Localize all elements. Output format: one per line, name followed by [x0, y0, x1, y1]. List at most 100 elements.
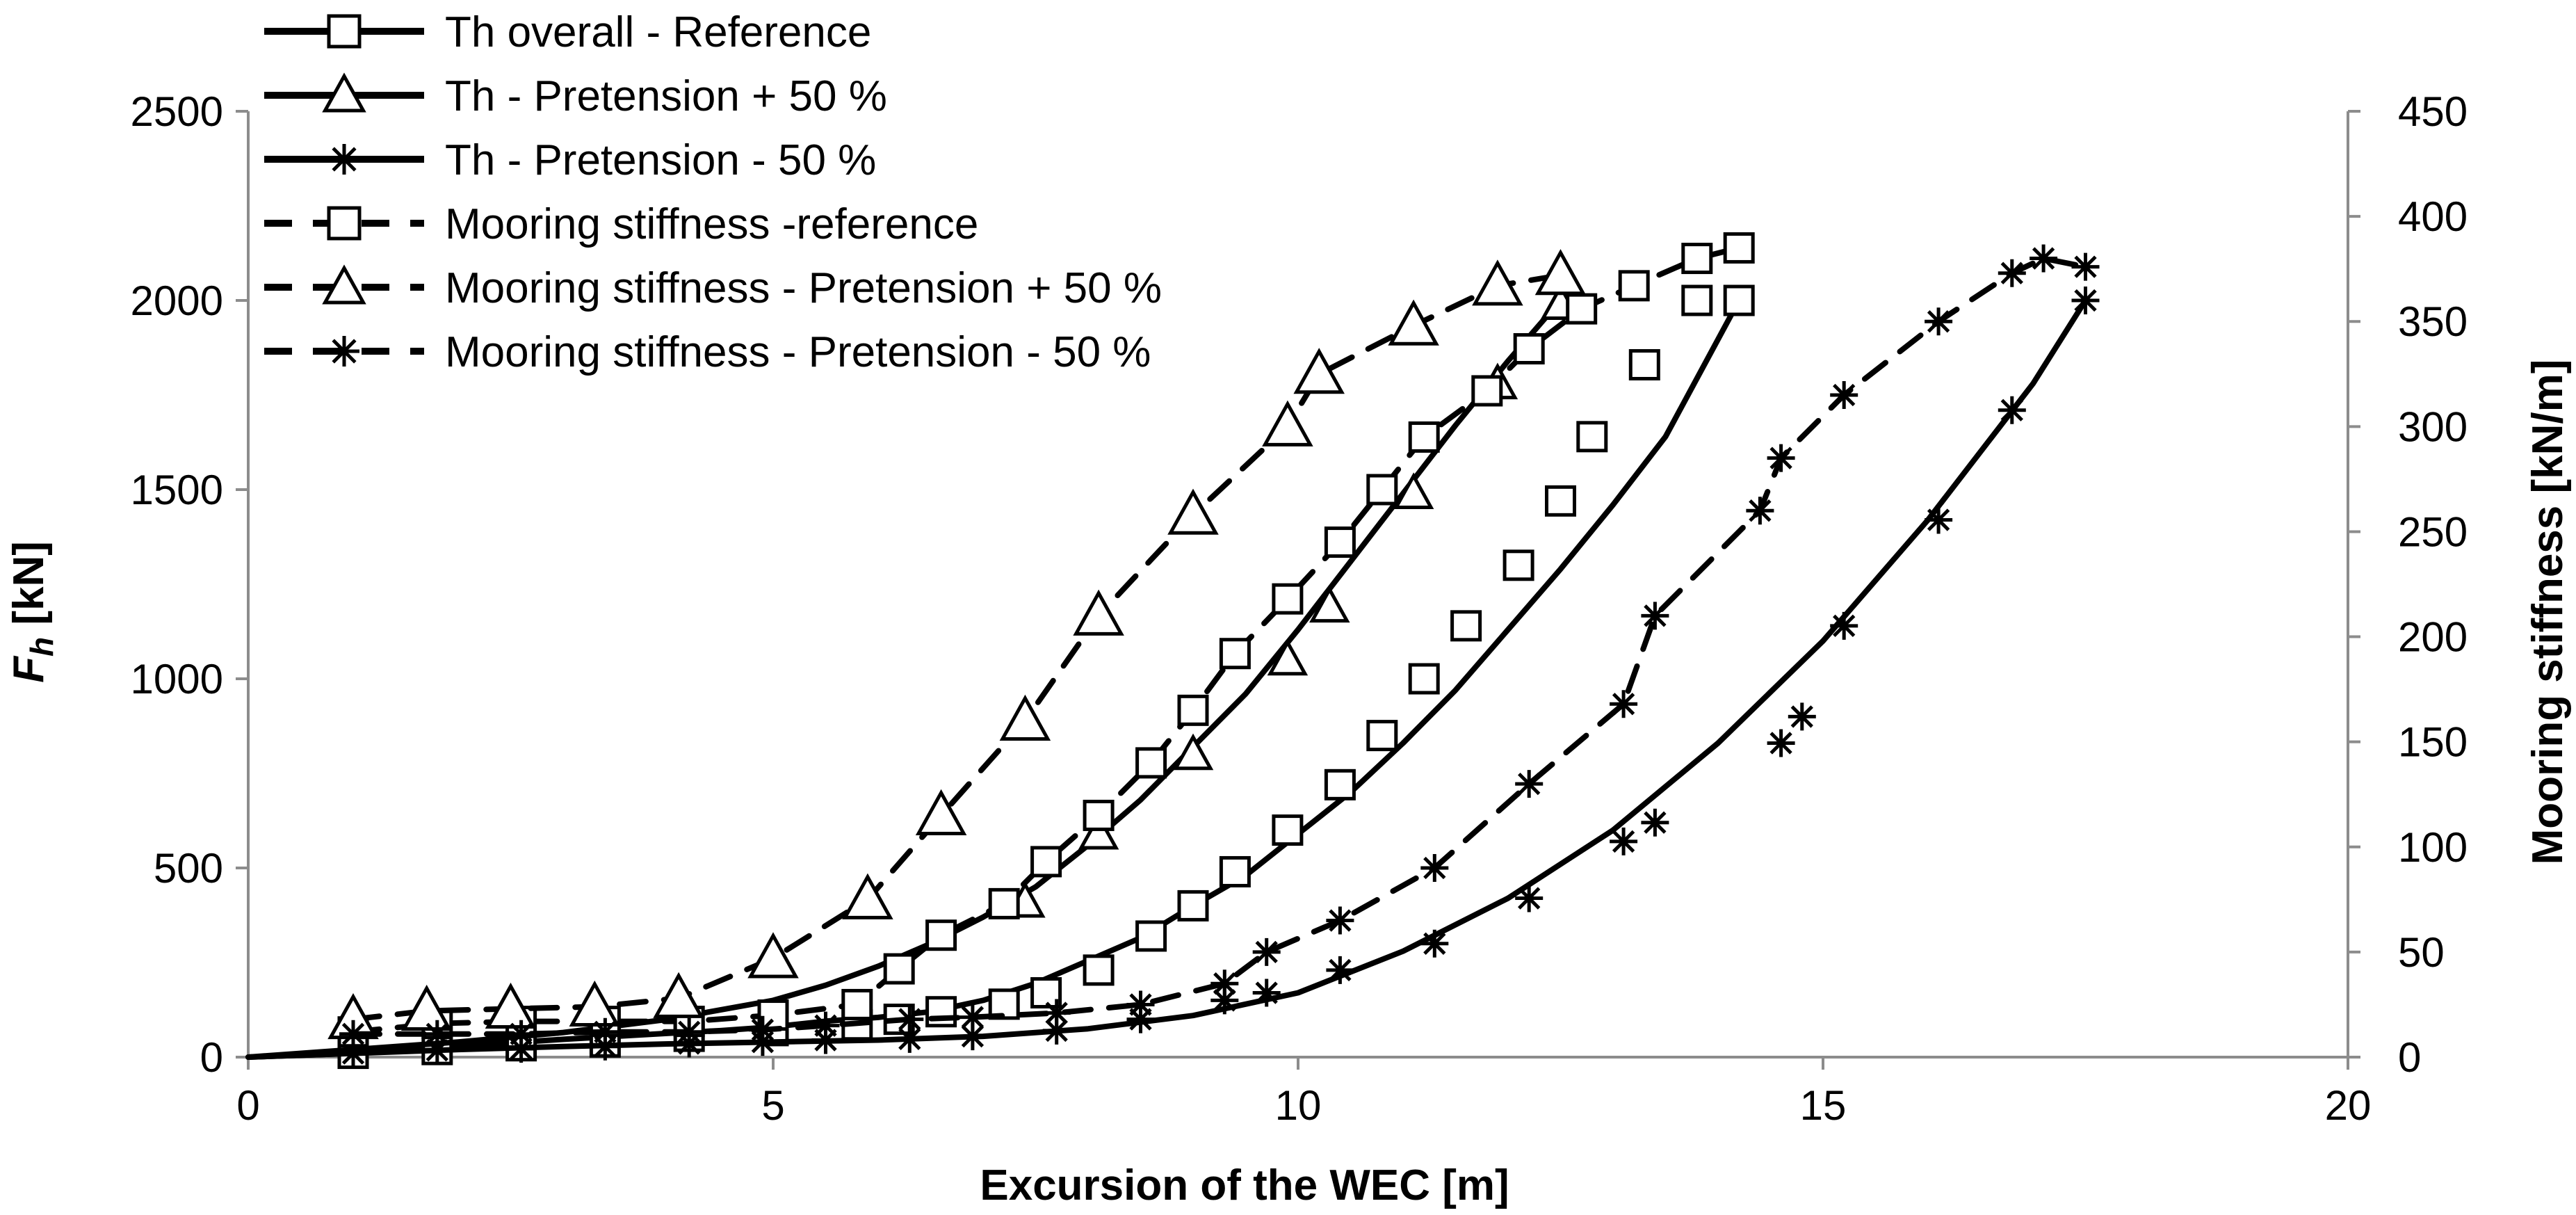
- series-point: [1042, 1016, 1071, 1045]
- series-point: [1628, 348, 1660, 380]
- y2-tick-label: 250: [2398, 508, 2468, 555]
- y-axis-title-subscript: h: [24, 637, 60, 657]
- series-group: [245, 232, 2100, 1070]
- series-point-shape: [1252, 938, 1281, 966]
- y-tick-label: 2500: [131, 88, 223, 135]
- series-point: [507, 1035, 535, 1063]
- y2-tick-label: 50: [2398, 929, 2445, 976]
- series-point-shape: [958, 1022, 987, 1051]
- series-point: [507, 1020, 535, 1048]
- legend-entry: Th overall - Reference: [264, 8, 871, 56]
- series-point-shape: [1925, 307, 1953, 336]
- y2-tick-label: 350: [2398, 298, 2468, 345]
- legend-marker: [322, 264, 366, 305]
- series-point: [1177, 694, 1209, 726]
- series-point: [1545, 485, 1576, 517]
- series-point-shape: [507, 1020, 535, 1048]
- y-tick-label: 500: [154, 845, 223, 892]
- series-point-shape: [423, 1020, 451, 1048]
- series-point: [958, 1022, 987, 1051]
- series-point-shape: [1210, 986, 1239, 1015]
- series-point-shape: [1925, 506, 1953, 534]
- series-point: [1681, 284, 1713, 316]
- x-tick-label: 0: [236, 1082, 259, 1129]
- series-point: [339, 1020, 367, 1048]
- series-point: [925, 919, 957, 951]
- series-point-shape: [1252, 979, 1281, 1007]
- series-line: [350, 272, 1564, 1022]
- series-point: [1566, 293, 1598, 325]
- series-point: [1576, 421, 1608, 453]
- y2-tick-label: 150: [2398, 719, 2468, 766]
- y-tick-label: 1500: [131, 467, 223, 513]
- series-point: [1515, 770, 1544, 798]
- series-point: [1267, 638, 1309, 676]
- legend-marker-shape: [329, 336, 359, 367]
- series-point-shape: [507, 1035, 535, 1063]
- legend-entry: Mooring stiffness - Pretension + 50 %: [264, 264, 1162, 312]
- series-point-shape: [1515, 884, 1544, 912]
- series-point: [896, 1005, 924, 1033]
- legend-group: Th overall - Reference Th - Pretension + …: [264, 8, 1162, 376]
- series-point-shape: [1326, 956, 1354, 984]
- y-axis-title-main: F: [5, 655, 53, 683]
- series-point: [675, 1017, 704, 1046]
- series-point: [1219, 638, 1251, 670]
- series-point: [1219, 855, 1251, 887]
- series-point-shape: [339, 1039, 367, 1068]
- y-axis-title: Fh [kN]: [5, 541, 60, 683]
- series-point: [748, 1015, 777, 1044]
- series-point: [1293, 348, 1345, 394]
- series-point: [1262, 400, 1313, 446]
- legend-label: Th overall - Reference: [445, 8, 871, 56]
- series-point: [1366, 720, 1398, 752]
- series-point-shape: [811, 1026, 840, 1054]
- series-point: [747, 932, 799, 979]
- series-point: [1252, 979, 1281, 1007]
- x-tick-label: 20: [2325, 1082, 2372, 1129]
- series-point-shape: [1641, 602, 1669, 630]
- series-point: [1408, 421, 1440, 453]
- series-point: [1502, 549, 1534, 581]
- series-point-shape: [591, 1017, 619, 1046]
- series-point: [591, 1017, 619, 1046]
- series-point: [653, 972, 704, 1018]
- series-point: [1830, 381, 1858, 409]
- y2-tick-label: 200: [2398, 614, 2468, 661]
- series-point-shape: [1788, 702, 1816, 731]
- series-point: [1078, 812, 1119, 850]
- series-point-shape: [1830, 611, 1858, 640]
- series-point-shape: [1830, 381, 1858, 409]
- series-point: [1309, 586, 1350, 623]
- series-point: [2071, 252, 2100, 281]
- series-point: [1042, 999, 1071, 1027]
- legend-marker: [322, 72, 366, 113]
- series-point: [999, 694, 1051, 741]
- series-point: [1788, 702, 1816, 731]
- y2-tick-label: 450: [2398, 88, 2468, 135]
- legend-marker-shape: [329, 144, 359, 175]
- series-point-shape: [1746, 497, 1774, 525]
- series-point: [569, 980, 621, 1027]
- series-point: [1618, 270, 1650, 302]
- series-point-shape: [1998, 259, 2026, 287]
- series-point-shape: [1210, 969, 1239, 998]
- legend-entry: Th - Pretension + 50 %: [264, 72, 887, 120]
- series-point-shape: [1641, 808, 1669, 837]
- series-point-shape: [958, 1003, 987, 1031]
- series-point: [1420, 929, 1449, 958]
- y2-tick-label: 0: [2398, 1034, 2421, 1081]
- series-point: [1534, 249, 1587, 296]
- series-point: [1126, 1005, 1155, 1033]
- legend-entry: Mooring stiffness -reference: [264, 200, 978, 248]
- series-point: [1126, 990, 1155, 1019]
- series-point-shape: [339, 1020, 367, 1048]
- series-point: [591, 1032, 619, 1061]
- series-point: [1252, 938, 1281, 966]
- series-point: [883, 953, 915, 985]
- series-point: [811, 1011, 840, 1040]
- series-point-shape: [675, 1017, 704, 1046]
- series-point-shape: [1042, 1016, 1071, 1045]
- y-tick-label: 2000: [131, 277, 223, 324]
